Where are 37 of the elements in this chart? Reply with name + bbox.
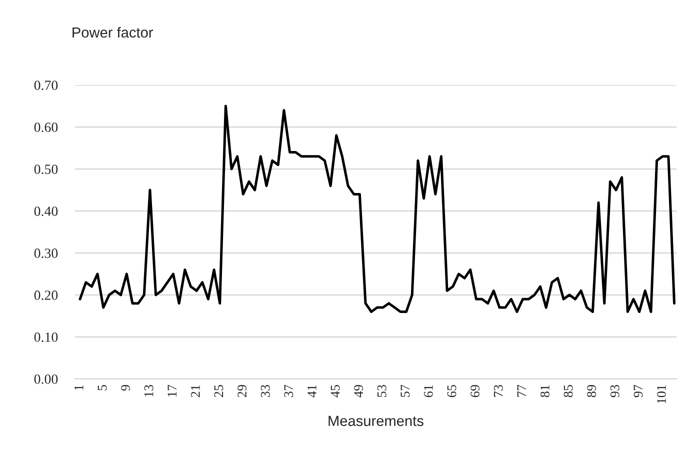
x-tick-label: 57 — [400, 384, 410, 397]
y-tick-label: 0.20 — [34, 290, 58, 300]
x-tick-label: 81 — [540, 385, 550, 398]
x-tick-label: 37 — [284, 384, 294, 398]
x-tick-label: 25 — [214, 384, 224, 398]
x-tick-label: 61 — [424, 385, 433, 398]
x-tick-label: 45 — [330, 384, 340, 398]
x-tick-label: 89 — [587, 384, 596, 398]
x-axis-title: Measurements — [328, 416, 424, 426]
y-tick-label: 0.10 — [34, 332, 58, 342]
x-tick-label: 73 — [494, 384, 503, 397]
x-tick-label: 97 — [634, 384, 643, 398]
x-tick-label: 1 — [74, 385, 84, 390]
x-tick-label: 5 — [98, 384, 107, 390]
y-tick-label: 0.60 — [34, 122, 58, 132]
y-tick-label: 0.30 — [34, 248, 58, 258]
x-tick-label: 77 — [517, 384, 526, 397]
x-tick-label: 21 — [190, 385, 200, 398]
x-tick-label: 49 — [354, 384, 363, 398]
x-tick-label: 85 — [564, 384, 573, 398]
x-tick-label: 33 — [260, 384, 270, 398]
line-series — [78, 104, 676, 313]
x-tick-label: 65 — [447, 384, 456, 398]
y-tick-label: 0.50 — [34, 164, 58, 174]
x-tick-label: 101 — [657, 385, 666, 404]
x-tick-label: 29 — [238, 384, 246, 398]
x-tick-label: 69 — [470, 384, 480, 398]
x-tick-label: 13 — [144, 384, 154, 396]
y-tick-label: 0.00 — [34, 374, 58, 384]
x-tick-label: 53 — [377, 384, 386, 397]
x-tick-label: 17 — [168, 384, 176, 396]
y-tick-label: 0.40 — [34, 206, 58, 216]
x-tick-label: 9 — [121, 384, 130, 391]
x-tick-label: 41 — [308, 385, 316, 398]
y-tick-label: 0.70 — [34, 80, 58, 90]
y-axis-title: Power factor — [72, 26, 154, 38]
x-tick-label: 93 — [610, 384, 620, 398]
